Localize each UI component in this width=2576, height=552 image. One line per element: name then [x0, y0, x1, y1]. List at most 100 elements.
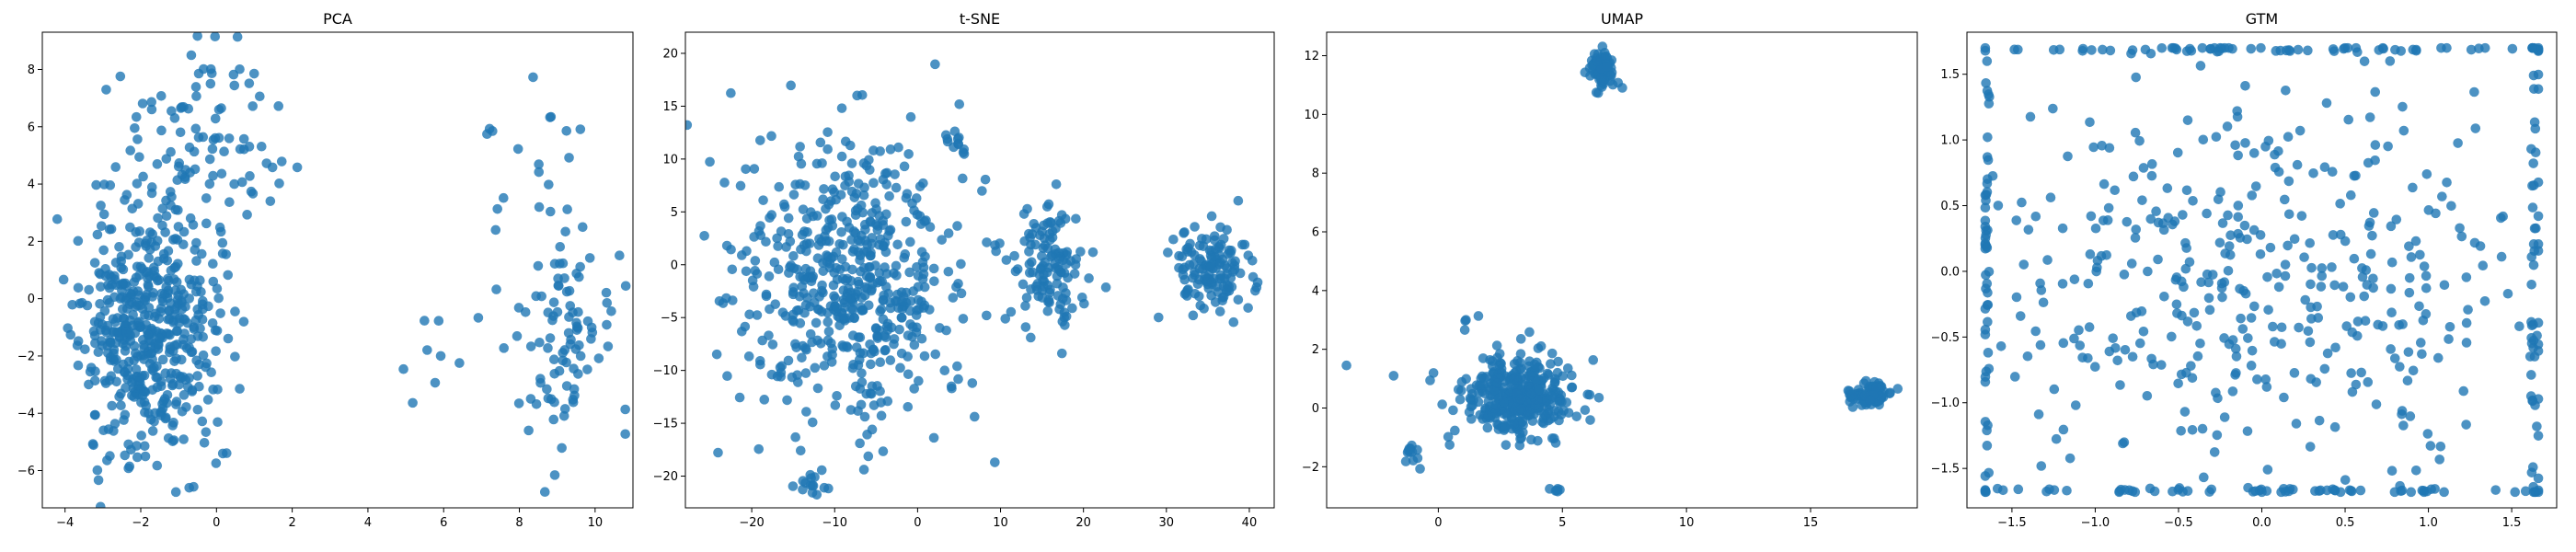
pca-point — [247, 101, 259, 111]
pca-point — [533, 260, 544, 271]
umap-point — [1533, 374, 1544, 385]
pca-point — [155, 376, 167, 387]
pca-point — [549, 369, 560, 379]
pca-point — [84, 284, 94, 295]
gtm-point — [2119, 270, 2130, 280]
tsne-point — [773, 264, 784, 275]
tsne-point — [786, 80, 796, 91]
tsne-point — [797, 352, 807, 363]
tsne-point — [1217, 295, 1228, 306]
gtm-point — [2398, 101, 2408, 112]
umap-y-tick-label: 0 — [1312, 402, 1319, 416]
pca-point — [125, 336, 136, 346]
gtm-point — [2533, 431, 2544, 441]
gtm-point — [2247, 190, 2258, 201]
tsne-point — [1037, 226, 1047, 237]
gtm-point — [2156, 42, 2168, 53]
pca-point — [153, 213, 163, 224]
tsne-point — [753, 443, 765, 454]
pca-point — [156, 288, 167, 299]
umap-point — [1524, 327, 1535, 338]
pca-point — [163, 314, 173, 325]
umap-point — [1456, 376, 1467, 387]
pca-point — [95, 312, 106, 322]
gtm-point — [2305, 442, 2316, 452]
pca-x-tick-label: 2 — [288, 516, 295, 530]
tsne-point — [846, 304, 857, 314]
gtm-point — [2162, 183, 2173, 193]
tsne-point — [814, 234, 824, 244]
gtm-point — [2404, 241, 2414, 251]
tsne-point — [880, 262, 890, 272]
tsne-point — [878, 215, 889, 226]
tsne-point — [1043, 199, 1054, 210]
tsne-point — [909, 339, 920, 351]
gtm-point — [2237, 324, 2248, 334]
umap-point — [1388, 371, 1399, 381]
pca-point — [216, 168, 227, 179]
gtm-point — [2305, 337, 2316, 348]
tsne-point — [1188, 310, 1199, 321]
gtm-point — [2458, 385, 2469, 397]
tsne-point — [889, 334, 900, 344]
tsne-point — [1233, 294, 1244, 305]
pca-point — [89, 258, 100, 268]
gtm-point — [2340, 475, 2351, 485]
tsne-point — [990, 457, 1000, 467]
gtm-point — [1982, 56, 1993, 66]
umap-point — [1500, 421, 1510, 431]
tsne-point — [870, 198, 880, 209]
tsne-point — [711, 349, 722, 360]
gtm-point — [2224, 241, 2235, 251]
gtm-y-tick-label: −1.5 — [1932, 463, 1960, 477]
tsne-point — [953, 374, 963, 385]
umap-points — [1341, 41, 1903, 497]
pca-point — [242, 210, 252, 220]
tsne-point — [958, 173, 968, 184]
tsne-point — [885, 303, 896, 314]
pca-point — [154, 333, 165, 344]
tsne-point — [901, 216, 912, 227]
umap-y-tick-label: 4 — [1312, 284, 1319, 298]
tsne-point — [822, 307, 833, 318]
umap-point — [1554, 397, 1565, 408]
gtm-point — [2402, 375, 2413, 386]
gtm-point — [2127, 351, 2138, 362]
pca-point — [201, 193, 212, 203]
pca-point — [147, 426, 158, 436]
gtm-point — [2247, 345, 2258, 356]
gtm-point — [2383, 141, 2393, 152]
gtm-point — [2090, 362, 2100, 373]
tsne-point — [980, 174, 991, 185]
pca-point — [211, 458, 222, 468]
pca-point — [548, 297, 559, 307]
tsne-point — [726, 87, 736, 98]
pca-point — [73, 336, 84, 347]
pca-point — [221, 249, 231, 259]
umap-point — [1535, 341, 1547, 351]
gtm-point — [2365, 248, 2376, 259]
tsne-x-tick-label: −20 — [739, 516, 764, 530]
tsne-point — [805, 328, 816, 339]
pca-point — [572, 323, 583, 333]
umap-point — [1456, 385, 1466, 396]
gtm-point — [2248, 487, 2259, 497]
pca-point — [602, 319, 612, 330]
pca-point — [131, 111, 142, 122]
gtm-point — [2033, 409, 2044, 420]
pca-point — [545, 333, 556, 343]
tsne-point — [819, 184, 829, 194]
tsne-point — [913, 270, 924, 282]
umap-point — [1459, 325, 1470, 335]
gtm-point — [2188, 196, 2198, 206]
pca-point — [164, 275, 174, 286]
gtm-point — [2262, 271, 2272, 282]
gtm-point — [2249, 301, 2260, 312]
gtm-point — [2099, 178, 2110, 190]
umap-point — [1515, 394, 1526, 404]
tsne-point — [793, 377, 803, 387]
gtm-point — [2204, 305, 2215, 316]
pca-point — [549, 259, 560, 270]
umap-point — [1400, 456, 1411, 466]
gtm-point — [2030, 326, 2041, 337]
